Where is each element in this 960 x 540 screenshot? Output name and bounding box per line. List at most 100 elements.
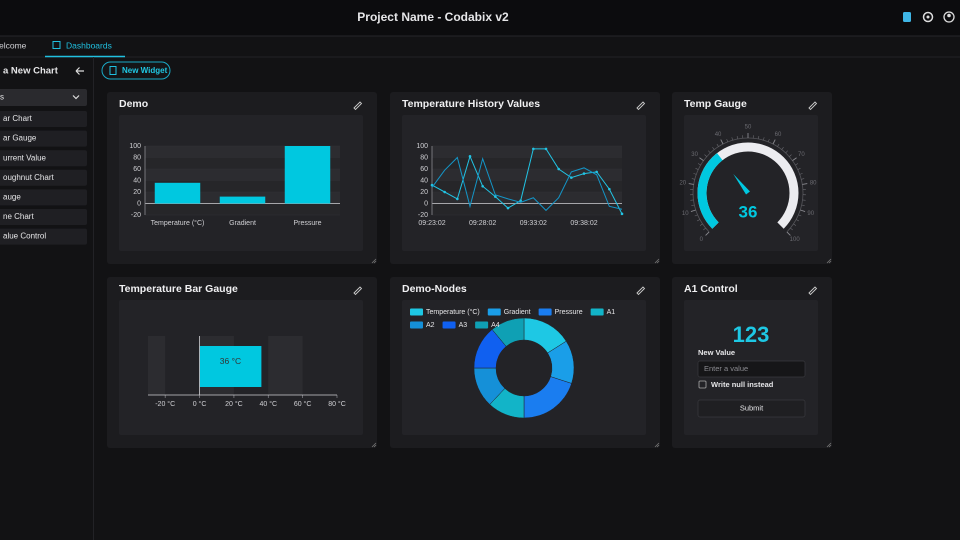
gauge-value: 36 <box>739 202 758 221</box>
sidebar-item[interactable] <box>0 169 87 186</box>
point <box>608 187 611 191</box>
submit-button[interactable] <box>697 399 806 418</box>
tick-mark <box>720 139 724 145</box>
minor-tick <box>785 150 788 154</box>
resize-handle <box>654 442 660 448</box>
grid-band <box>432 180 622 192</box>
grid-band <box>432 157 622 169</box>
y-tick-label: 0 <box>137 200 141 207</box>
x-tick-label: 0 °C <box>193 400 207 408</box>
back-arrow[interactable] <box>75 67 84 75</box>
gauge-value-arc <box>697 153 723 229</box>
gauge-tick-label: 30 <box>691 152 698 158</box>
bar <box>219 196 266 204</box>
point <box>443 190 446 194</box>
sidebar-item[interactable] <box>0 209 87 225</box>
grid-band <box>148 336 166 395</box>
minor-tick <box>758 135 760 140</box>
minor-tick <box>789 154 792 157</box>
edit-icon[interactable] <box>636 101 646 111</box>
icon-user[interactable] <box>943 11 955 23</box>
point <box>468 155 472 158</box>
gauge-needle <box>733 174 750 195</box>
x-tick-label: 09:38:02 <box>570 220 597 227</box>
bar <box>199 346 262 387</box>
legend-swatch <box>590 308 604 316</box>
dropdown[interactable] <box>0 89 87 106</box>
sidebar-item[interactable] <box>0 130 87 147</box>
minor-tick <box>797 168 801 170</box>
gauge-tick-label: 0 <box>700 237 704 243</box>
point <box>519 199 522 202</box>
x-tick-label: 40 °C <box>259 400 277 408</box>
x-tick-label: Pressure <box>293 220 321 227</box>
new-widget-button[interactable]: New Widget <box>101 61 171 80</box>
point <box>481 184 484 188</box>
minor-tick <box>708 150 711 154</box>
minor-tick <box>691 178 695 180</box>
grid-band <box>432 146 622 158</box>
sidebar-title: a New Chart <box>3 66 59 77</box>
sidebar-item-label: alue Control <box>3 232 46 241</box>
edit-icon[interactable] <box>808 286 818 296</box>
edit-icon[interactable] <box>353 101 363 111</box>
edit-icon[interactable] <box>636 286 646 296</box>
legend-swatch <box>410 308 423 316</box>
minor-tick <box>691 204 695 206</box>
input-placeholder: Enter a value <box>704 364 748 373</box>
sidebar-item[interactable] <box>0 189 87 206</box>
sidebar-item[interactable] <box>0 150 87 167</box>
grid-band <box>268 336 303 395</box>
resize-handle <box>371 442 377 448</box>
gauge-tick-label: 50 <box>745 125 752 131</box>
y-tick-label: 20 <box>420 189 428 196</box>
y-tick-label: 0 <box>424 200 428 207</box>
tab[interactable]: elcome <box>0 40 27 50</box>
tick-mark <box>690 209 696 212</box>
value-input[interactable] <box>697 360 806 378</box>
minor-tick <box>726 138 729 142</box>
grid-band <box>432 192 622 204</box>
tick-mark <box>792 157 797 162</box>
minor-tick <box>790 227 793 231</box>
gauge-tick-label: 10 <box>682 211 689 217</box>
icon-db[interactable] <box>903 12 911 22</box>
point <box>532 147 535 151</box>
tick-mark <box>800 209 806 212</box>
doughnut-segment <box>491 317 525 347</box>
tab-active[interactable]: Dashboards <box>66 40 112 50</box>
resize-handle <box>371 258 377 264</box>
minor-tick <box>697 163 701 166</box>
x-tick-label: Gradient <box>229 220 256 227</box>
button-frame <box>101 61 171 80</box>
y-tick-label: 80 <box>420 154 428 161</box>
minor-tick <box>801 178 805 180</box>
checkbox[interactable] <box>698 380 707 389</box>
minor-tick <box>712 146 715 150</box>
grid-band <box>145 146 340 158</box>
edit-icon[interactable] <box>808 101 818 111</box>
dropdown-label: s <box>0 93 4 102</box>
minor-tick <box>695 168 699 170</box>
minor-tick <box>781 146 784 150</box>
legend-label: A4 <box>491 322 500 329</box>
tick-mark <box>772 139 776 145</box>
widget-title: A1 Control <box>684 283 738 295</box>
y-tick-label: 40 <box>133 177 141 184</box>
edit-icon[interactable] <box>353 286 363 296</box>
minor-tick <box>763 137 765 141</box>
point <box>456 197 459 201</box>
sidebar-item[interactable] <box>0 228 87 245</box>
minor-tick <box>795 163 799 166</box>
app-title: Project Name - Codabix v2 <box>357 10 509 24</box>
sidebar-item-label: ar Gauge <box>3 134 37 143</box>
widget-title: Temperature Bar Gauge <box>119 283 238 295</box>
icon-settings[interactable] <box>922 11 934 23</box>
y-tick-label: 40 <box>420 177 428 184</box>
gauge-tick-label: 90 <box>807 211 814 217</box>
button-icon <box>109 66 117 75</box>
tab-icon <box>52 41 61 49</box>
sidebar-item[interactable] <box>0 111 87 127</box>
x-tick-label: 60 °C <box>294 400 312 408</box>
